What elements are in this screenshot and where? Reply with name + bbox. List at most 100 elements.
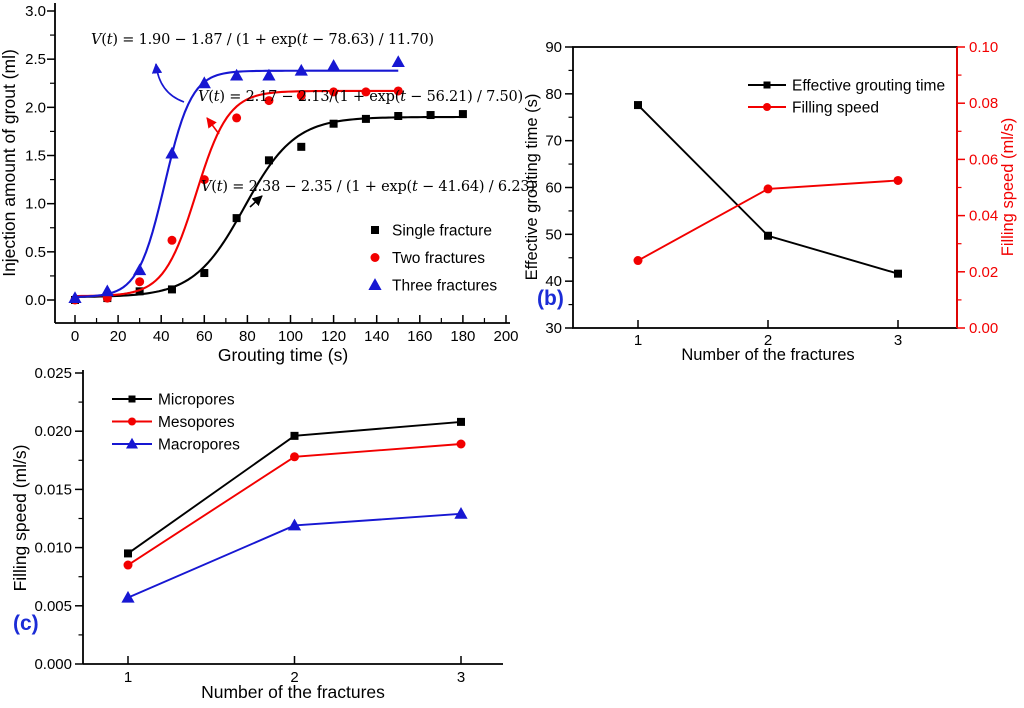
equation-fit-single-fracture: V(t) = 1.90 − 1.87 / (1 + exp(t − 78.63)… (91, 32, 434, 48)
curved-arrow-blue (151, 62, 185, 103)
series-filling-speed (633, 175, 903, 266)
axes (54, 3, 510, 324)
marker-square (634, 101, 642, 110)
marker-square (764, 231, 772, 240)
marker-triangle (327, 59, 341, 71)
right-y-tick-label: 0.04 (969, 208, 998, 225)
marker-circle (456, 439, 466, 449)
marker-triangle (287, 518, 302, 531)
legend-label: Single fracture (392, 223, 492, 240)
marker-circle (264, 96, 274, 106)
marker-square (394, 112, 403, 121)
marker-circle (393, 86, 403, 96)
x-tick-label: 100 (278, 328, 303, 345)
y-tick-label: 0.5 (25, 244, 46, 261)
marker-triangle (262, 68, 276, 81)
marker-square (297, 142, 306, 151)
marker-square (232, 214, 241, 223)
legend-label: Three fractures (392, 278, 497, 295)
marker-circle (167, 235, 177, 245)
marker-triangle (133, 263, 147, 276)
marker-circle (893, 175, 903, 185)
marker-triangle (294, 63, 308, 76)
y-tick-label: 2.5 (25, 51, 46, 68)
marker-triangle (126, 437, 138, 449)
marker-triangle (391, 55, 405, 68)
x-tick-label: 80 (239, 328, 256, 345)
y-tick-label: 3.0 (25, 3, 46, 20)
series-single-fracture (71, 110, 467, 304)
legend-label: Mesopores (158, 414, 235, 431)
marker-circle (232, 113, 242, 123)
y-axis-label: Filling speed (ml/s) (10, 445, 30, 592)
legend-label: Micropores (158, 392, 235, 409)
legend-label: Effective grouting time (792, 78, 945, 95)
x-tick-label: 120 (321, 328, 346, 345)
marker-square (371, 226, 379, 234)
marker-square (290, 431, 299, 440)
right-y-tick-label: 0.08 (969, 95, 998, 112)
marker-square (200, 269, 209, 278)
marker-circle (370, 253, 380, 262)
axes (82, 370, 503, 665)
right-y-tick-label: 0.02 (969, 264, 998, 281)
chart-c-plot-area: 0.000 0.005 0.010 0.015 0.020 0.025 1 2 3 Number … (10, 365, 503, 702)
marker-square (361, 114, 370, 123)
x-tick-label: 200 (493, 328, 518, 345)
series-effective-grouting-time (634, 101, 902, 278)
marker-circle (361, 87, 371, 97)
fit-curve (74, 115, 463, 298)
marker-circle (763, 103, 771, 111)
panel-label-c: (c) (13, 612, 39, 635)
right-y-tick-label: 0.00 (969, 320, 998, 337)
annotation-arrows (151, 62, 263, 208)
series-macropores (121, 507, 468, 603)
legend-label: Two fractures (392, 250, 485, 267)
marker-circle (128, 417, 136, 426)
arrow-black (249, 195, 263, 208)
x-axis-label: Number of the fractures (681, 346, 854, 364)
y-axis-label: Injection amount of grout (ml) (0, 49, 19, 277)
marker-circle (633, 256, 643, 266)
chart-c-filling-speed-by-pores: 0.000 0.005 0.010 0.015 0.020 0.025 1 2 3 Number … (0, 360, 520, 708)
x-tick-label: 1 (634, 332, 642, 349)
legend: Effective grouting time Filling speed (748, 78, 945, 117)
legend: Micropores Mesopores Macropores (112, 392, 240, 454)
left-y-tick-label: 60 (545, 180, 562, 197)
x-tick-label: 3 (894, 332, 902, 349)
left-y-tick-label: 70 (545, 133, 562, 150)
marker-circle (123, 560, 133, 570)
right-y-axis-label: Filling speed (ml/s) (999, 118, 1017, 256)
y-tick-label: 0.025 (34, 365, 72, 382)
ticks-and-labels: 0.0 0.5 1.0 1.5 2.0 2.5 3.0 0 20 40 60 80 100 120 140 1… (25, 3, 518, 345)
x-axis-label: Grouting time (s) (218, 345, 348, 365)
left-y-axis-label: Effective grouting time (s) (523, 94, 541, 281)
right-y-tick-label: 0.10 (969, 39, 998, 56)
x-tick-label: 1 (124, 669, 132, 686)
fit-curve (74, 89, 402, 298)
chart-a-injection-vs-time: 0.0 0.5 1.0 1.5 2.0 2.5 3.0 0 20 40 60 80 100 120 140 1… (0, 0, 535, 370)
y-tick-label: 2.0 (25, 99, 46, 116)
marker-square (458, 110, 467, 119)
panel-label-b: (b) (537, 287, 564, 310)
marker-triangle (68, 291, 82, 304)
chart-b-plot-area: 30 40 50 60 70 80 90 0.00 0.02 0.04 0.06 0.08 0.10 1 2… (523, 39, 1017, 364)
series-mesopores (123, 439, 466, 570)
marker-triangle (454, 507, 468, 519)
marker-square (426, 111, 435, 120)
marker-circle (763, 184, 773, 194)
marker-square (457, 417, 465, 426)
marker-circle (199, 175, 209, 185)
marker-triangle (368, 278, 382, 290)
y-tick-label: 0.020 (34, 423, 72, 440)
x-tick-label: 60 (196, 328, 213, 345)
x-tick-label: 180 (450, 328, 475, 345)
y-tick-label: 0.015 (34, 481, 72, 498)
marker-circle (135, 277, 145, 287)
x-tick-label: 2 (290, 669, 298, 686)
left-y-tick-label: 90 (545, 39, 562, 56)
x-tick-label: 20 (110, 328, 127, 345)
left-y-tick-label: 30 (545, 320, 562, 337)
right-y-tick-label: 0.06 (969, 151, 998, 168)
y-tick-label: 0.0 (25, 292, 46, 309)
